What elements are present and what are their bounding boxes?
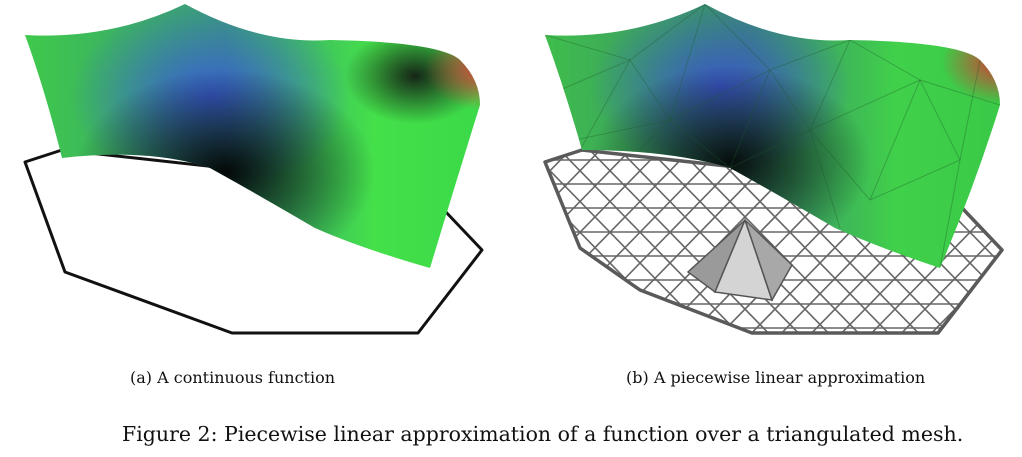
figure-caption: Figure 2: Piecewise linear approximation… <box>122 422 963 446</box>
figure-caption-label: Figure 2: <box>122 422 218 446</box>
mesh-boundary <box>543 148 1004 335</box>
figure-caption-text: Piecewise linear approximation of a func… <box>224 422 964 446</box>
function-surface <box>25 4 480 268</box>
subfigure-a <box>0 0 500 345</box>
subfigure-b <box>520 0 1022 345</box>
subcaption-b-text: A piecewise linear approximation <box>653 368 926 387</box>
subcaption-b-label: (b) <box>626 368 649 387</box>
hat-function-pyramid <box>686 217 793 302</box>
subcaption-b: (b) A piecewise linear approximation <box>626 368 925 387</box>
domain-outline <box>23 148 484 335</box>
piecewise-linear-plot <box>543 4 1004 335</box>
subcaption-a-label: (a) <box>130 368 153 387</box>
subcaption-a: (a) A continuous function <box>130 368 335 387</box>
subcaption-a-text: A continuous function <box>157 368 336 387</box>
continuous-function-plot <box>23 4 484 335</box>
